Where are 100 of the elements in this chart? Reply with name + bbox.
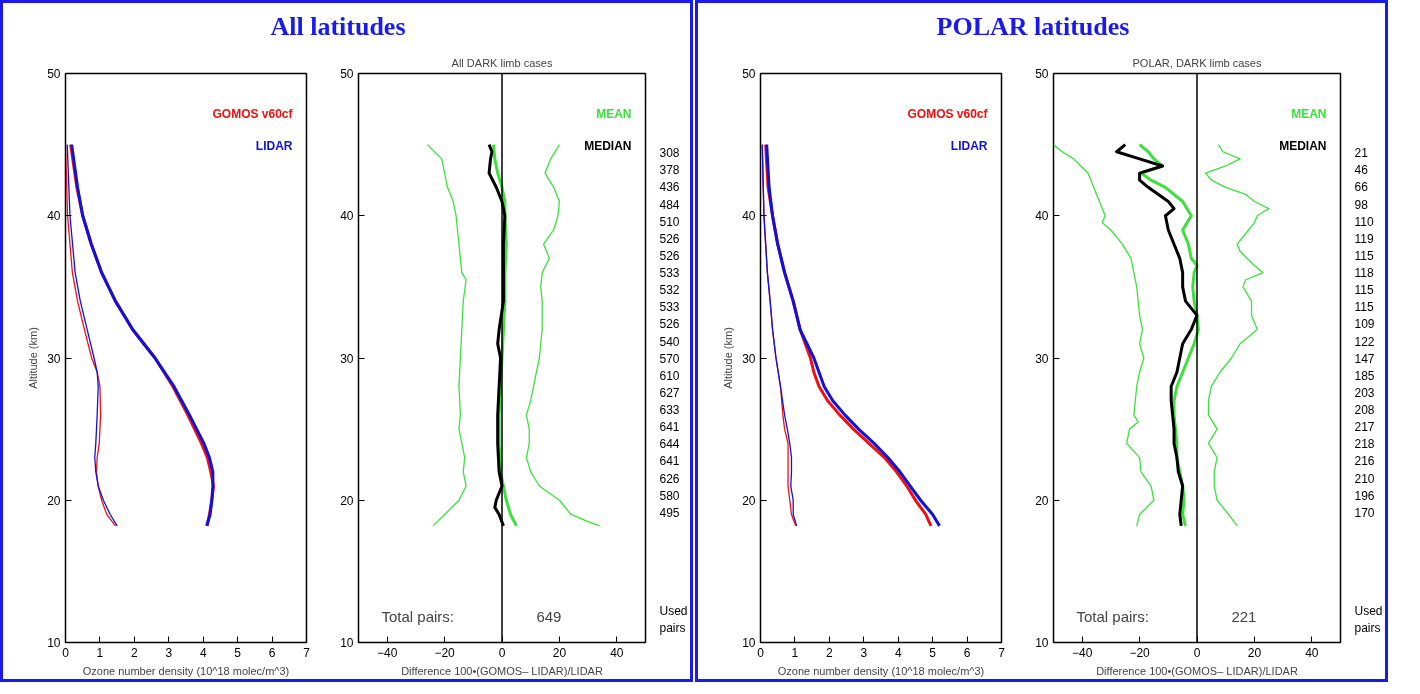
y-tick-label: 20 bbox=[47, 493, 61, 508]
text: 122 bbox=[1354, 334, 1375, 349]
text: 641 bbox=[659, 454, 680, 469]
text: 46 bbox=[1354, 163, 1369, 178]
text: 533 bbox=[659, 266, 680, 281]
y-tick-label: 10 bbox=[340, 636, 354, 650]
annotation: 221 bbox=[1231, 607, 1257, 625]
chart-title: POLAR, DARK limb cases bbox=[1132, 56, 1262, 69]
text: 540 bbox=[659, 334, 680, 349]
text: MEDIAN bbox=[584, 138, 632, 153]
text: 526 bbox=[659, 317, 680, 332]
y-tick-label: 30 bbox=[47, 351, 61, 366]
x-tick-label: 0 bbox=[498, 645, 506, 660]
y-tick-label: 40 bbox=[47, 209, 61, 224]
text: 196 bbox=[1354, 488, 1375, 503]
x-tick-label: 20 bbox=[1247, 645, 1262, 660]
chart-title: All DARK limb cases bbox=[451, 56, 553, 69]
y-tick-label: 20 bbox=[1035, 493, 1049, 508]
y-tick-label: 50 bbox=[340, 67, 354, 81]
x-tick-label: 7 bbox=[998, 645, 1006, 660]
text: MEAN bbox=[596, 106, 632, 121]
y-tick-label: 50 bbox=[1035, 67, 1049, 81]
x-tick-label: 40 bbox=[610, 645, 624, 660]
text: 208 bbox=[1354, 403, 1375, 418]
text: MEAN bbox=[1291, 106, 1327, 121]
text: 21 bbox=[1354, 146, 1369, 161]
text: 610 bbox=[659, 368, 680, 383]
x-tick-label: 2 bbox=[131, 645, 139, 660]
x-tick-label: 5 bbox=[234, 645, 242, 660]
x-tick-label: 20 bbox=[552, 645, 567, 660]
chart-title: POLAR latitudes bbox=[936, 11, 1130, 43]
x-tick-label: 2 bbox=[826, 645, 834, 660]
text: 570 bbox=[659, 351, 680, 366]
text: 526 bbox=[659, 248, 680, 263]
x-tick-label: −20 bbox=[1129, 645, 1151, 660]
x-tick-label: 6 bbox=[268, 645, 276, 660]
text: 532 bbox=[659, 283, 680, 298]
text: 110 bbox=[1354, 214, 1374, 229]
text: 495 bbox=[659, 505, 680, 520]
y-axis-title: Altitude (km) bbox=[722, 327, 735, 389]
text: 510 bbox=[659, 214, 680, 229]
text: 633 bbox=[659, 403, 680, 418]
y-tick-label: 50 bbox=[47, 67, 61, 81]
text: 627 bbox=[659, 385, 680, 400]
text: Used pairs bbox=[659, 604, 688, 636]
annotation: 649 bbox=[536, 607, 562, 625]
text: 580 bbox=[659, 488, 680, 503]
x-tick-label: 7 bbox=[303, 645, 311, 660]
x-tick-label: 0 bbox=[1193, 645, 1201, 660]
text: 210 bbox=[1354, 471, 1375, 486]
chart-title: All latitudes bbox=[270, 11, 406, 43]
text: LIDAR bbox=[950, 138, 988, 153]
text: 217 bbox=[1354, 420, 1375, 435]
y-axis-title: Altitude (km) bbox=[27, 327, 40, 389]
y-tick-label: 20 bbox=[742, 493, 756, 508]
y-tick-label: 30 bbox=[340, 351, 354, 366]
text: 484 bbox=[659, 197, 680, 212]
text: 436 bbox=[659, 180, 680, 195]
x-tick-label: −40 bbox=[1072, 645, 1093, 660]
text: 115 bbox=[1354, 248, 1374, 263]
x-tick-label: 4 bbox=[894, 645, 902, 660]
text: 533 bbox=[659, 300, 680, 315]
y-tick-label: 50 bbox=[742, 67, 756, 81]
text: 109 bbox=[1354, 317, 1375, 332]
text: 98 bbox=[1354, 197, 1369, 212]
text: Used pairs bbox=[1354, 604, 1383, 636]
x-tick-label: 5 bbox=[929, 645, 937, 660]
text: 115 bbox=[1354, 283, 1374, 298]
text: 308 bbox=[659, 146, 680, 161]
x-tick-label: −40 bbox=[377, 645, 398, 660]
annotation: Total pairs: bbox=[381, 608, 455, 626]
y-tick-label: 20 bbox=[340, 493, 354, 508]
x-tick-label: 40 bbox=[1305, 645, 1319, 660]
text: 119 bbox=[1354, 231, 1374, 246]
text: 626 bbox=[659, 471, 680, 486]
text: 216 bbox=[1354, 454, 1375, 469]
x-tick-label: 1 bbox=[96, 645, 104, 660]
y-tick-label: 30 bbox=[742, 351, 756, 366]
x-tick-label: 0 bbox=[62, 645, 70, 660]
text: 378 bbox=[659, 163, 680, 178]
text: 203 bbox=[1354, 385, 1375, 400]
x-tick-label: 6 bbox=[963, 645, 971, 660]
y-tick-label: 10 bbox=[742, 636, 756, 650]
y-tick-label: 10 bbox=[47, 636, 61, 650]
text: 185 bbox=[1354, 368, 1375, 383]
x-axis-title: Difference 100•(GOMOS– LIDAR)/LIDAR bbox=[401, 664, 603, 677]
y-tick-label: 30 bbox=[1035, 351, 1049, 366]
x-tick-label: 0 bbox=[757, 645, 765, 660]
x-tick-label: 4 bbox=[199, 645, 207, 660]
text: 147 bbox=[1354, 351, 1375, 366]
text: GOMOS v60cf bbox=[907, 106, 989, 121]
text: GOMOS v60cf bbox=[212, 106, 294, 121]
x-tick-label: 3 bbox=[860, 645, 868, 660]
x-axis-title: Ozone number density (10^18 molec/m^3) bbox=[82, 664, 290, 677]
text: 644 bbox=[659, 437, 680, 452]
text: 66 bbox=[1354, 180, 1369, 195]
y-tick-label: 40 bbox=[742, 209, 756, 224]
text: LIDAR bbox=[255, 138, 293, 153]
text: 115 bbox=[1354, 300, 1374, 315]
y-tick-label: 40 bbox=[340, 209, 354, 224]
